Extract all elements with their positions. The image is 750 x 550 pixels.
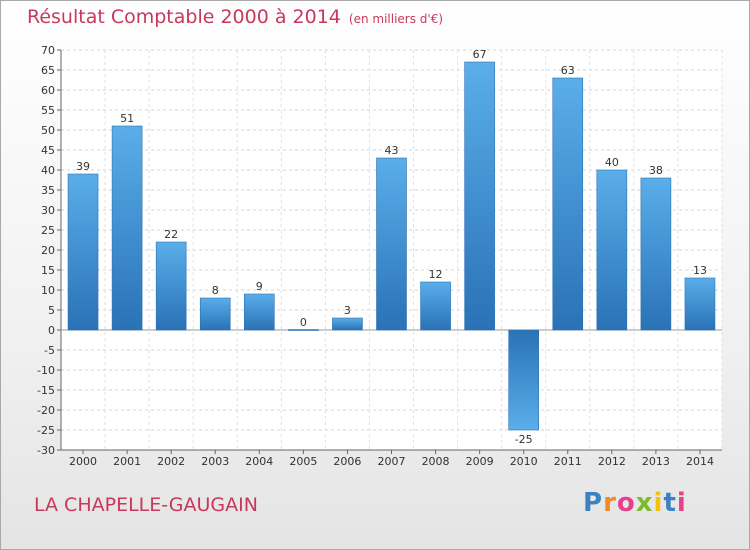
- bars-layer: [67, 61, 716, 431]
- x-tick-label: 2012: [598, 455, 626, 468]
- bar-2012: [596, 169, 628, 331]
- chart-title: Résultat Comptable 2000 à 2014 (en millie…: [27, 6, 443, 28]
- data-label: 63: [561, 64, 575, 77]
- commune-name: LA CHAPELLE-GAUGAIN: [34, 494, 258, 516]
- y-tick-label: 60: [41, 84, 55, 97]
- y-tick-label: 70: [41, 44, 55, 57]
- y-tick-label: 55: [41, 104, 55, 117]
- bar-2010: [508, 329, 540, 431]
- bar-2011: [552, 77, 584, 331]
- data-label: 40: [605, 156, 619, 169]
- data-label: 43: [385, 144, 399, 157]
- data-label: 3: [344, 304, 351, 317]
- y-tick-label: -15: [37, 384, 55, 397]
- data-label: 8: [212, 284, 219, 297]
- y-tick-label: -5: [44, 344, 55, 357]
- bar-2009: [464, 61, 495, 331]
- x-tick-label: 2002: [157, 455, 185, 468]
- bar-2001: [111, 125, 143, 331]
- y-tick-label: 20: [41, 244, 55, 257]
- data-label: 38: [649, 164, 663, 177]
- proxiti-logo: Proxiti: [583, 488, 687, 518]
- data-label: 22: [164, 228, 178, 241]
- data-label: 39: [76, 160, 90, 173]
- y-tick-label: 45: [41, 144, 55, 157]
- y-tick-label: -25: [37, 424, 55, 437]
- x-tick-label: 2004: [245, 455, 273, 468]
- bar-2007: [376, 157, 407, 331]
- data-label: 0: [300, 316, 307, 329]
- y-tick-label: 30: [41, 204, 55, 217]
- y-tick-label: 25: [41, 224, 55, 237]
- y-tick-label: -10: [37, 364, 55, 377]
- chart-title-text: Résultat Comptable 2000 à 2014: [27, 6, 341, 28]
- bar-2002: [155, 241, 187, 331]
- data-label: 13: [693, 264, 707, 277]
- x-tick-label: 2000: [69, 455, 97, 468]
- labels-layer: 39 51 22 8 9 0 3 43 12 67 -25 63 40 38 13: [76, 48, 707, 446]
- y-tick-label: 35: [41, 184, 55, 197]
- bar-2014: [684, 277, 716, 331]
- y-tick-label: 40: [41, 164, 55, 177]
- data-label: 12: [429, 268, 443, 281]
- bar-2006: [332, 317, 363, 331]
- x-tick-label: 2009: [466, 455, 494, 468]
- x-tick-label: 2008: [422, 455, 450, 468]
- data-label: 9: [256, 280, 263, 293]
- y-tick-label: 50: [41, 124, 55, 137]
- y-tick-label: 5: [48, 304, 55, 317]
- data-label: -25: [515, 433, 533, 446]
- axis-layer: -30-25-20-15-10-505101520253035404550556…: [37, 44, 722, 468]
- x-tick-label: 2003: [201, 455, 229, 468]
- x-tick-label: 2001: [113, 455, 141, 468]
- data-label: 51: [120, 112, 134, 125]
- bar-2003: [199, 297, 231, 331]
- y-tick-label: -30: [37, 444, 55, 457]
- y-tick-label: 15: [41, 264, 55, 277]
- logo-letter: i: [676, 488, 687, 518]
- x-tick-label: 2007: [378, 455, 406, 468]
- bar-2013: [640, 177, 672, 331]
- bar-2000: [67, 173, 99, 331]
- x-tick-label: 2010: [510, 455, 538, 468]
- y-tick-label: 0: [48, 324, 55, 337]
- logo-letter: t: [663, 488, 677, 518]
- logo-letter: i: [653, 488, 664, 518]
- x-tick-label: 2005: [289, 455, 317, 468]
- x-tick-label: 2006: [333, 455, 361, 468]
- x-tick-label: 2011: [554, 455, 582, 468]
- chart-unit: (en milliers d'€): [348, 12, 444, 26]
- y-tick-label: -20: [37, 404, 55, 417]
- bar-2008: [420, 281, 451, 331]
- data-label: 67: [473, 48, 487, 61]
- logo-letter: x: [635, 488, 654, 518]
- x-tick-label: 2013: [642, 455, 670, 468]
- bar-2004: [244, 293, 275, 331]
- logo-letter: P: [583, 488, 604, 518]
- x-tick-label: 2014: [686, 455, 714, 468]
- logo-letter: o: [616, 488, 636, 518]
- y-tick-label: 10: [41, 284, 55, 297]
- y-tick-label: 65: [41, 64, 55, 77]
- bar-2005: [288, 329, 319, 331]
- logo-letter: r: [603, 488, 617, 518]
